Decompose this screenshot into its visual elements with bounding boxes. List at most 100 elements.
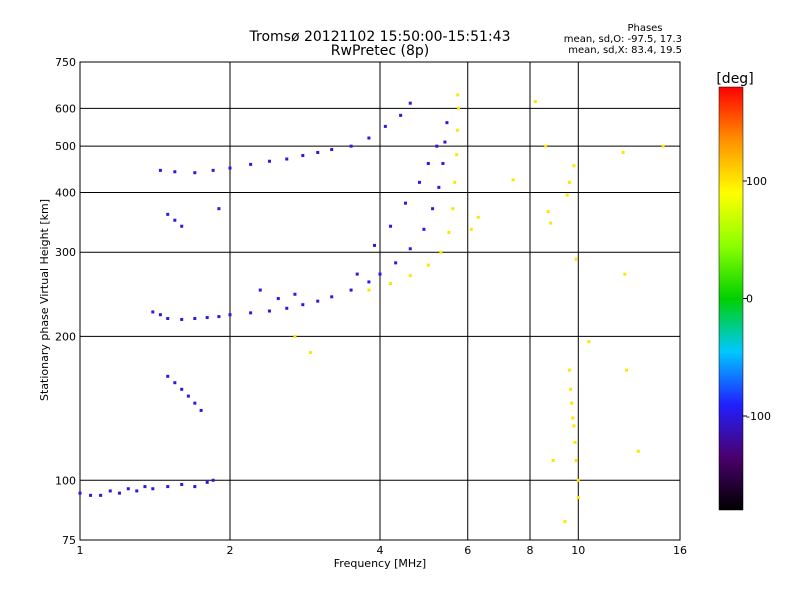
data-point-o-mode <box>186 394 190 398</box>
scatter-points <box>78 93 665 523</box>
data-point-o-mode <box>258 288 262 292</box>
data-point-o-mode <box>249 311 253 315</box>
x-axis-label: Frequency [MHz] <box>334 557 426 570</box>
phases-mean-x: mean, sd,X: 83.4, 19.5 <box>568 45 682 56</box>
y-tick-label: 400 <box>55 186 76 199</box>
plot-frame <box>79 61 681 541</box>
x-axis-ticks: 1 2 4 6 8 10 16 <box>77 544 688 557</box>
colorbar <box>718 86 744 511</box>
data-point-o-mode <box>367 280 371 284</box>
data-point-o-mode <box>383 124 387 128</box>
y-tick-label: 200 <box>55 330 76 343</box>
data-point-o-mode <box>443 140 447 144</box>
phases-title: Phases <box>627 23 662 34</box>
data-point-o-mode <box>193 485 197 489</box>
data-point-o-mode <box>435 144 439 148</box>
data-point-o-mode <box>367 136 371 140</box>
data-point-o-mode <box>78 491 82 495</box>
y-tick-label: 500 <box>55 140 76 153</box>
x-tick-label: 4 <box>377 544 384 557</box>
data-point-o-mode <box>394 261 398 265</box>
data-point-o-mode <box>437 185 441 189</box>
data-point-o-mode <box>445 121 449 125</box>
data-point-o-mode <box>193 401 197 405</box>
data-point-o-mode <box>301 154 305 158</box>
data-point-o-mode <box>293 292 297 296</box>
colorbar-label: [deg] <box>716 71 753 87</box>
data-point-o-mode <box>108 489 112 493</box>
data-point-o-mode <box>205 316 209 320</box>
y-tick-label: 600 <box>55 102 76 115</box>
colorbar-ticks: 100 0 -100 <box>743 175 771 423</box>
data-point-o-mode <box>99 493 103 497</box>
data-point-x-mode <box>567 368 571 372</box>
data-point-x-mode <box>533 100 537 104</box>
data-point-x-mode <box>563 519 567 523</box>
x-tick-label: 1 <box>77 544 84 557</box>
x-tick-label: 16 <box>673 544 687 557</box>
y-axis-label: Stationary phase Virtual Height [km] <box>38 199 51 401</box>
data-point-x-mode <box>621 150 625 154</box>
data-point-x-mode <box>455 153 459 157</box>
data-point-o-mode <box>373 243 377 247</box>
x-tick-label: 6 <box>464 544 471 557</box>
data-point-x-mode <box>587 340 591 344</box>
data-point-o-mode <box>403 201 407 205</box>
data-point-o-mode <box>285 157 289 161</box>
data-point-x-mode <box>456 93 460 97</box>
data-point-o-mode <box>173 218 177 222</box>
y-tick-label: 750 <box>55 56 76 69</box>
chart-subtitle: RwPretec (8p) <box>331 43 429 59</box>
data-point-x-mode <box>569 387 573 391</box>
data-point-x-mode <box>574 257 578 261</box>
data-point-o-mode <box>408 101 412 105</box>
data-point-x-mode <box>661 144 665 148</box>
data-point-o-mode <box>180 387 184 391</box>
data-point-x-mode <box>367 288 371 292</box>
data-point-o-mode <box>180 224 184 228</box>
data-point-x-mode <box>457 106 461 110</box>
data-point-o-mode <box>158 313 162 317</box>
data-point-x-mode <box>572 424 576 428</box>
data-point-o-mode <box>211 168 215 172</box>
data-point-x-mode <box>469 227 473 231</box>
data-point-o-mode <box>205 480 209 484</box>
data-point-o-mode <box>166 485 170 489</box>
data-point-o-mode <box>217 207 221 211</box>
data-point-x-mode <box>451 207 455 211</box>
data-point-o-mode <box>355 272 359 276</box>
data-point-x-mode <box>511 178 515 182</box>
data-point-o-mode <box>267 159 271 163</box>
data-point-x-mode <box>625 368 629 372</box>
data-point-x-mode <box>426 263 430 267</box>
data-point-o-mode <box>349 144 353 148</box>
data-point-o-mode <box>422 227 426 231</box>
data-point-o-mode <box>408 247 412 251</box>
data-point-o-mode <box>126 487 130 491</box>
data-point-o-mode <box>426 161 430 165</box>
data-point-o-mode <box>301 303 305 307</box>
data-point-o-mode <box>117 491 121 495</box>
data-point-x-mode <box>447 230 451 234</box>
data-point-o-mode <box>151 310 155 314</box>
data-point-o-mode <box>166 316 170 320</box>
chart-title: Tromsø 20121102 15:50:00-15:51:43 <box>249 29 511 45</box>
data-point-o-mode <box>399 113 403 117</box>
data-point-x-mode <box>574 458 578 462</box>
y-tick-label: 300 <box>55 246 76 259</box>
data-point-x-mode <box>549 221 553 225</box>
phases-mean-o: mean, sd,O: -97.5, 17.3 <box>564 34 682 45</box>
grid-lines <box>80 62 680 540</box>
data-point-o-mode <box>431 207 435 211</box>
y-axis-ticks: 75 100 200 300 400 500 600 750 <box>55 56 76 547</box>
data-point-x-mode <box>571 416 575 420</box>
data-point-x-mode <box>570 401 574 405</box>
data-point-x-mode <box>455 128 459 132</box>
data-point-x-mode <box>408 274 412 278</box>
data-point-o-mode <box>173 381 177 385</box>
x-tick-label: 8 <box>527 544 534 557</box>
data-point-o-mode <box>267 309 271 313</box>
data-point-o-mode <box>180 317 184 321</box>
data-point-o-mode <box>180 482 184 486</box>
